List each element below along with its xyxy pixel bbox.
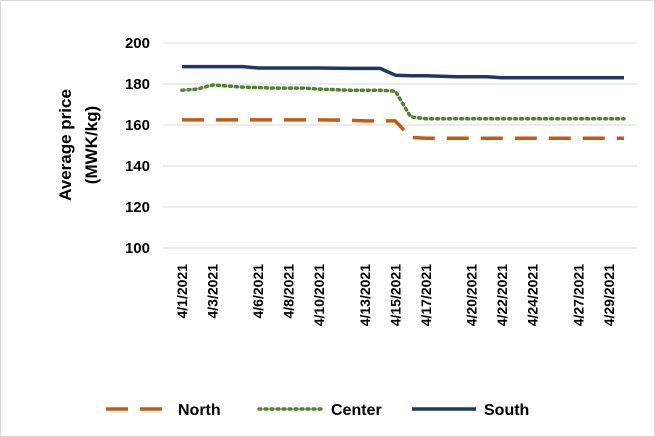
x-tick-label: 4/3/2021 [204,264,220,319]
x-tick-label: 4/10/2021 [311,264,327,326]
y-tick-label: 160 [125,117,150,134]
legend-label-south: South [484,402,529,419]
y-tick-label: 120 [125,199,150,216]
x-tick-label: 4/13/2021 [357,264,373,326]
x-tick-label: 4/17/2021 [418,264,434,326]
legend-label-north: North [178,402,221,419]
y-tick-label: 200 [125,35,150,52]
y-tick-label: 140 [125,158,150,175]
legend: North Center South [106,402,529,419]
series-line-center [180,83,626,121]
legend-label-center: Center [331,402,382,419]
x-tick-label: 4/24/2021 [525,264,541,326]
x-tick-label: 4/15/2021 [387,264,403,326]
series-line-north [182,118,624,141]
x-tick-label: 4/20/2021 [464,264,480,326]
x-tick-label: 4/1/2021 [174,264,190,319]
x-tick-label: 4/29/2021 [601,264,617,326]
y-axis-label-line-2: (MWK/kg) [82,106,101,184]
series-line-south [182,64,624,80]
series-lines [180,64,626,141]
x-tick-labels: 4/1/2021 4/3/2021 4/6/2021 4/8/2021 4/10/202… [174,264,617,327]
y-tick-label: 100 [125,240,150,257]
x-tick-label: 4/27/2021 [570,264,586,326]
y-axis-label-line-1: Average price [56,89,75,201]
y-tick-label: 180 [125,76,150,93]
x-tick-label: 4/8/2021 [281,264,297,319]
gridlines [163,42,637,249]
y-tick-labels: 200 180 160 140 120 100 [125,35,150,257]
x-tick-label: 4/6/2021 [250,264,266,319]
x-tick-label: 4/22/2021 [494,264,510,326]
